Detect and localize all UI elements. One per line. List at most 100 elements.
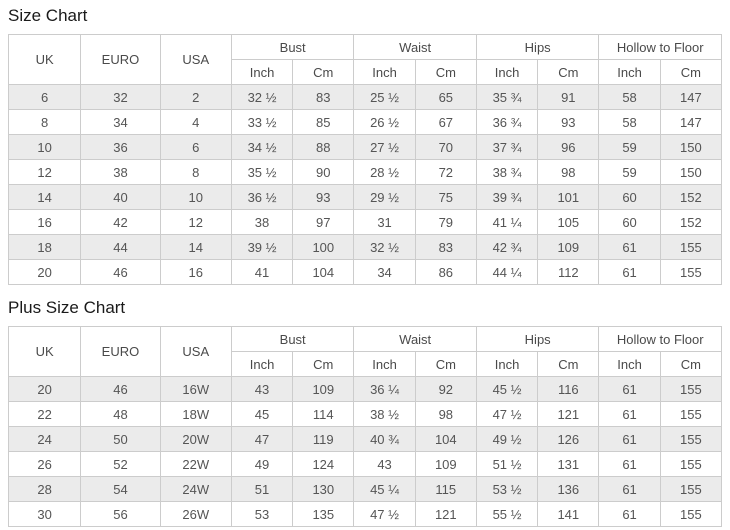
table-cell: 147 bbox=[659, 109, 723, 135]
table-cell: 45 ¼ bbox=[353, 476, 416, 502]
table-cell: 155 bbox=[659, 476, 723, 502]
table-cell: 58 bbox=[598, 109, 661, 135]
table-cell: 38 bbox=[80, 159, 161, 185]
table-row: 16 42 12 38 97 31 79 41 ¼ 105 60 152 bbox=[7, 209, 723, 235]
plus-size-chart-table: UK EURO USA Bust Waist Hips Hollow to Fl… bbox=[7, 326, 723, 527]
table-cell: 155 bbox=[659, 401, 723, 427]
table-cell: 155 bbox=[659, 234, 723, 260]
table-row: 8 34 4 33 ½ 85 26 ½ 67 36 ¾ 93 58 147 bbox=[7, 109, 723, 135]
table-cell: 147 bbox=[659, 84, 723, 110]
table-cell: 65 bbox=[414, 84, 477, 110]
table-row: 18 44 14 39 ½ 100 32 ½ 83 42 ¾ 109 61 155 bbox=[7, 234, 723, 260]
col-group-waist: Waist bbox=[353, 34, 477, 60]
table-cell: 86 bbox=[414, 259, 477, 285]
table-cell: 8 bbox=[159, 159, 232, 185]
size-chart-body: 6 32 2 32 ½ 83 25 ½ 65 35 ¾ 91 58 147 8 34 4 33 ½ 85 26 … bbox=[7, 84, 723, 285]
table-cell: 83 bbox=[414, 234, 477, 260]
table-cell: 36 bbox=[80, 134, 161, 160]
subheader-hips-inch: Inch bbox=[475, 59, 539, 85]
subheader-bust-inch: Inch bbox=[230, 59, 294, 85]
table-cell: 61 bbox=[598, 401, 661, 427]
table-cell: 56 bbox=[80, 501, 161, 527]
table-cell: 141 bbox=[537, 501, 600, 527]
col-group-hollow-to-floor: Hollow to Floor bbox=[598, 326, 722, 352]
col-header-uk: UK bbox=[7, 34, 82, 85]
col-header-euro: EURO bbox=[80, 326, 161, 377]
table-cell: 61 bbox=[598, 376, 661, 402]
table-cell: 34 ½ bbox=[230, 134, 294, 160]
subheader-hollow-cm: Cm bbox=[659, 351, 723, 377]
table-cell: 54 bbox=[80, 476, 161, 502]
table-cell: 131 bbox=[537, 451, 600, 477]
table-cell: 155 bbox=[659, 259, 723, 285]
table-cell: 24W bbox=[159, 476, 232, 502]
table-cell: 55 ½ bbox=[475, 501, 539, 527]
table-cell: 79 bbox=[414, 209, 477, 235]
table-cell: 38 ¾ bbox=[475, 159, 539, 185]
col-group-hollow-to-floor: Hollow to Floor bbox=[598, 34, 722, 60]
table-cell: 53 bbox=[230, 501, 294, 527]
table-cell: 61 bbox=[598, 234, 661, 260]
table-cell: 53 ½ bbox=[475, 476, 539, 502]
table-cell: 12 bbox=[159, 209, 232, 235]
subheader-hips-cm: Cm bbox=[537, 351, 600, 377]
table-cell: 24 bbox=[7, 426, 82, 452]
table-cell: 44 bbox=[80, 234, 161, 260]
table-cell: 26 bbox=[7, 451, 82, 477]
table-cell: 155 bbox=[659, 501, 723, 527]
table-cell: 155 bbox=[659, 376, 723, 402]
subheader-waist-cm: Cm bbox=[414, 351, 477, 377]
table-cell: 152 bbox=[659, 184, 723, 210]
table-cell: 70 bbox=[414, 134, 477, 160]
table-cell: 47 ½ bbox=[475, 401, 539, 427]
table-cell: 45 ½ bbox=[475, 376, 539, 402]
table-cell: 36 ½ bbox=[230, 184, 294, 210]
table-cell: 47 ½ bbox=[353, 501, 416, 527]
table-cell: 61 bbox=[598, 426, 661, 452]
table-cell: 22W bbox=[159, 451, 232, 477]
table-cell: 126 bbox=[537, 426, 600, 452]
table-cell: 91 bbox=[537, 84, 600, 110]
table-cell: 20W bbox=[159, 426, 232, 452]
table-cell: 109 bbox=[414, 451, 477, 477]
table-cell: 32 ½ bbox=[230, 84, 294, 110]
table-cell: 45 bbox=[230, 401, 294, 427]
size-chart-title: Size Chart bbox=[8, 6, 88, 25]
subheader-waist-inch: Inch bbox=[353, 59, 416, 85]
size-chart-header: UK EURO USA Bust Waist Hips Hollow to Fl… bbox=[7, 34, 723, 85]
table-row: 20 46 16W 43 109 36 ¼ 92 45 ½ 116 61 155 bbox=[7, 376, 723, 402]
table-cell: 16 bbox=[159, 259, 232, 285]
table-cell: 90 bbox=[292, 159, 355, 185]
table-row: 26 52 22W 49 124 43 109 51 ½ 131 61 155 bbox=[7, 451, 723, 477]
table-cell: 83 bbox=[292, 84, 355, 110]
table-cell: 104 bbox=[292, 259, 355, 285]
subheader-hips-cm: Cm bbox=[537, 59, 600, 85]
table-cell: 109 bbox=[292, 376, 355, 402]
table-cell: 104 bbox=[414, 426, 477, 452]
table-cell: 35 ½ bbox=[230, 159, 294, 185]
table-cell: 8 bbox=[7, 109, 82, 135]
table-cell: 85 bbox=[292, 109, 355, 135]
table-cell: 14 bbox=[7, 184, 82, 210]
table-cell: 150 bbox=[659, 134, 723, 160]
table-cell: 59 bbox=[598, 134, 661, 160]
table-cell: 49 bbox=[230, 451, 294, 477]
table-cell: 41 bbox=[230, 259, 294, 285]
table-cell: 119 bbox=[292, 426, 355, 452]
table-cell: 43 bbox=[353, 451, 416, 477]
col-group-bust: Bust bbox=[230, 34, 355, 60]
table-cell: 124 bbox=[292, 451, 355, 477]
table-cell: 6 bbox=[159, 134, 232, 160]
table-cell: 20 bbox=[7, 259, 82, 285]
table-cell: 22 bbox=[7, 401, 82, 427]
table-cell: 16W bbox=[159, 376, 232, 402]
subheader-bust-cm: Cm bbox=[292, 59, 355, 85]
table-cell: 38 ½ bbox=[353, 401, 416, 427]
table-cell: 75 bbox=[414, 184, 477, 210]
table-cell: 42 bbox=[80, 209, 161, 235]
table-cell: 121 bbox=[414, 501, 477, 527]
table-cell: 38 bbox=[230, 209, 294, 235]
table-cell: 50 bbox=[80, 426, 161, 452]
table-cell: 20 bbox=[7, 376, 82, 402]
